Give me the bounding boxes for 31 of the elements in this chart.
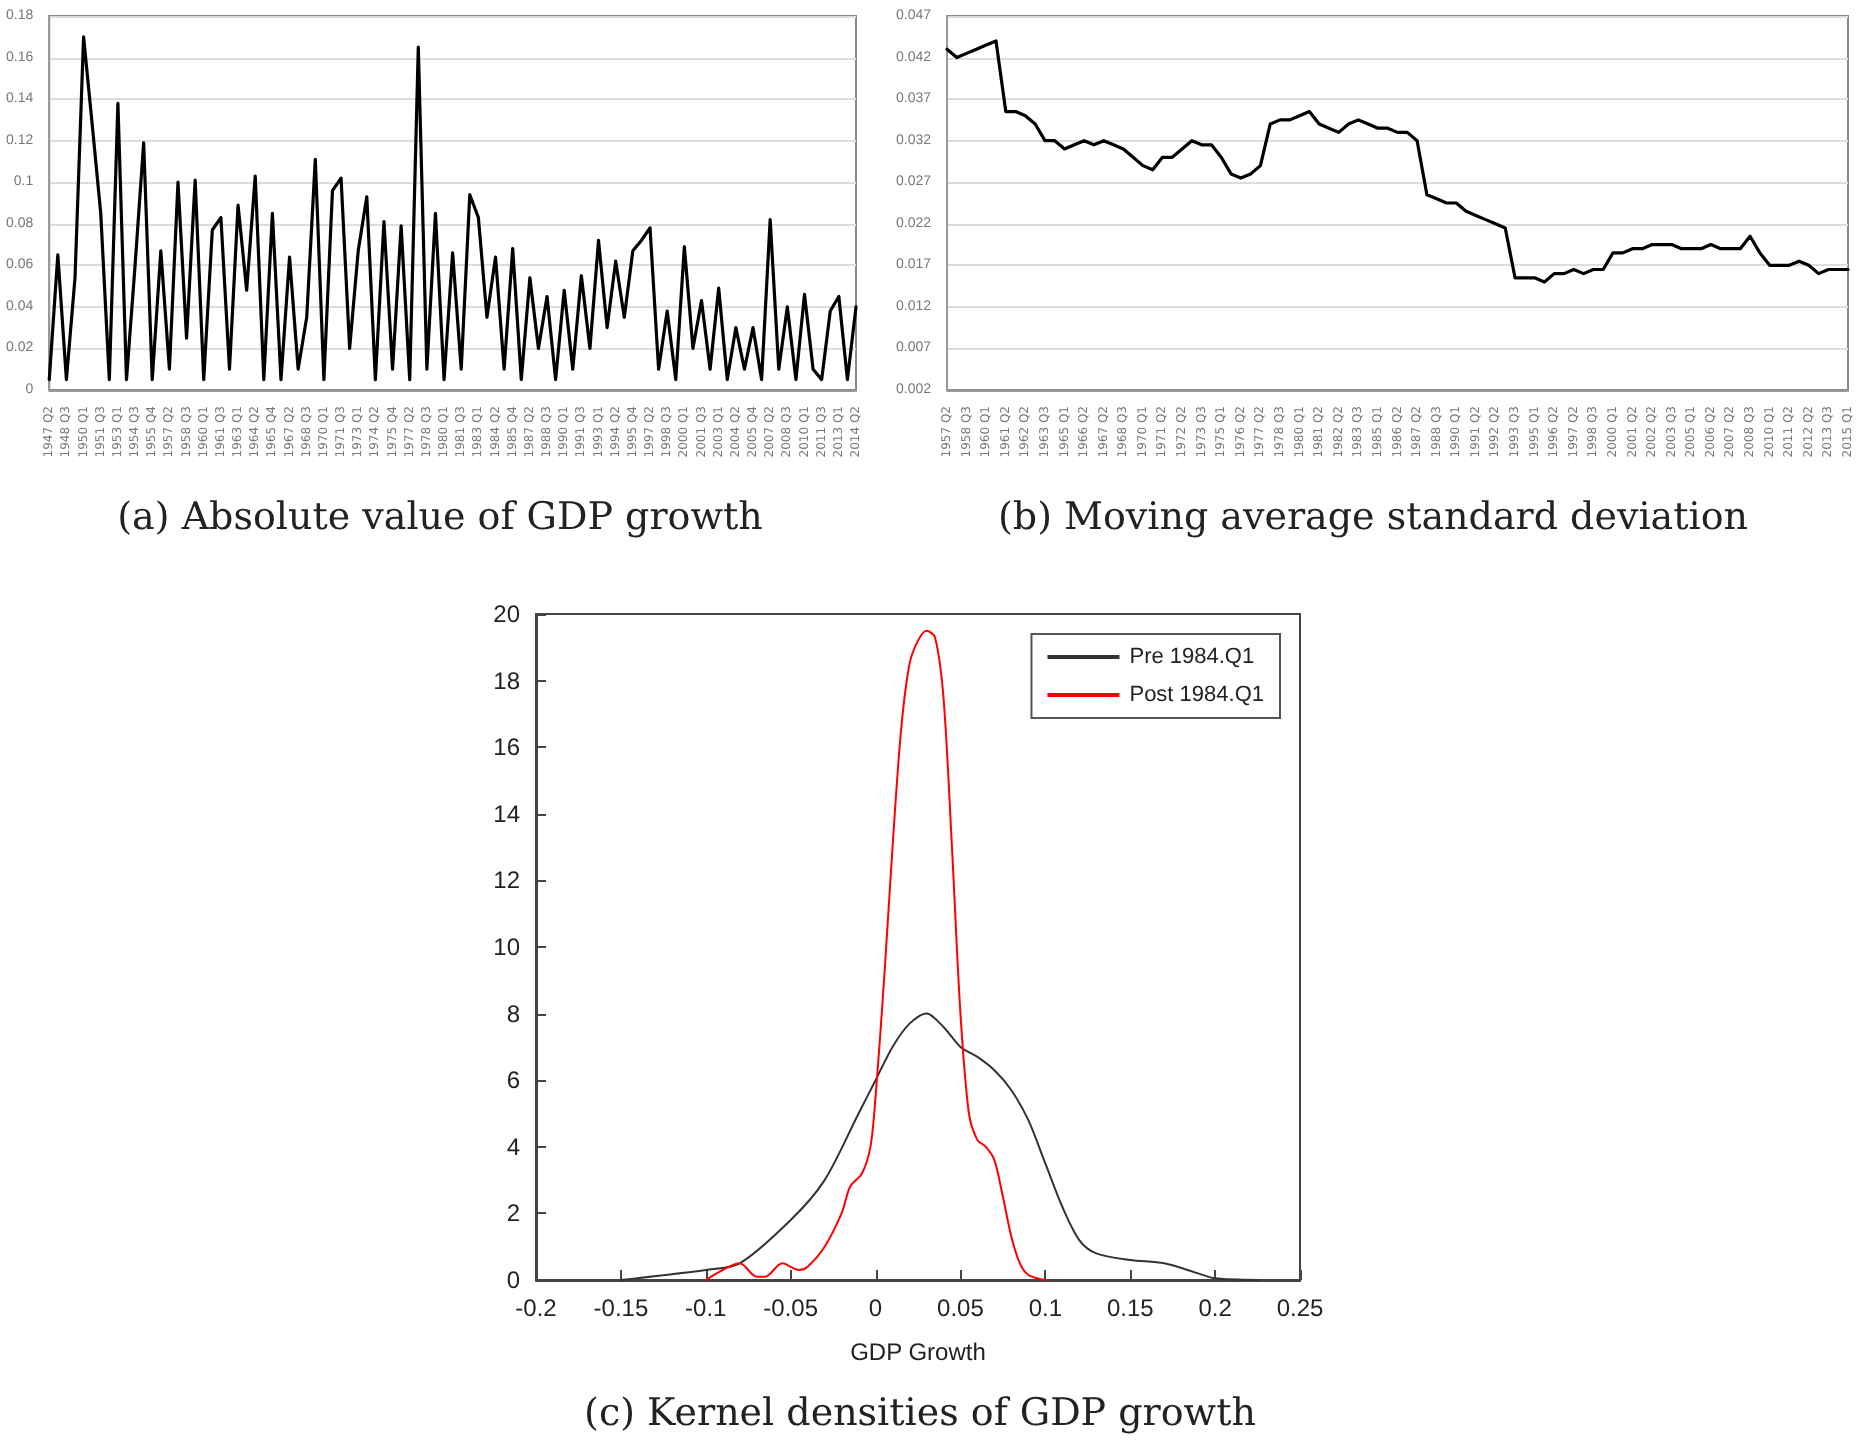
- line-series: [945, 39, 1850, 284]
- y-tick-label: 18: [493, 666, 521, 695]
- x-tick-label: 0.15: [1106, 1294, 1155, 1322]
- y-tick-label: 4: [506, 1132, 521, 1161]
- x-tick-label: -0.1: [685, 1294, 728, 1322]
- x-tick-label: -0.15: [593, 1294, 649, 1322]
- y-tick-label: 14: [493, 799, 521, 828]
- x-axis-title: GDP Growth: [850, 1338, 986, 1366]
- x-tick-label: -0.05: [763, 1294, 819, 1322]
- line-series: [47, 35, 858, 382]
- x-tick-label: 0: [868, 1294, 883, 1322]
- y-tick-label: 20: [493, 600, 521, 628]
- x-tick-label: 0.05: [937, 1294, 985, 1322]
- text: (c) Kernel densities of GDP growth: [584, 1391, 1256, 1435]
- text: (b) Moving average standard deviation: [998, 495, 1748, 539]
- line-series: [704, 629, 1047, 1281]
- y-tick-label: 16: [493, 733, 521, 762]
- y-tick-label: 12: [493, 866, 521, 895]
- y-tick-label: 10: [493, 933, 521, 961]
- y-tick-label: 2: [506, 1199, 521, 1228]
- text: (a) Absolute value of GDP growth: [117, 495, 763, 539]
- x-tick-label: -0.2: [515, 1294, 558, 1322]
- y-tick-label: 8: [506, 999, 521, 1028]
- x-tick-label: 0.1: [1028, 1294, 1063, 1322]
- line-series: [619, 1012, 1259, 1281]
- legend-label: Post 1984.Q1: [1129, 683, 1265, 707]
- y-tick-label: 0: [506, 1266, 521, 1294]
- x-tick-label: 0.2: [1198, 1294, 1233, 1322]
- x-tick-label: 0.25: [1276, 1294, 1324, 1322]
- legend-label: Pre 1984.Q1: [1129, 645, 1255, 669]
- y-tick-label: 6: [506, 1066, 521, 1095]
